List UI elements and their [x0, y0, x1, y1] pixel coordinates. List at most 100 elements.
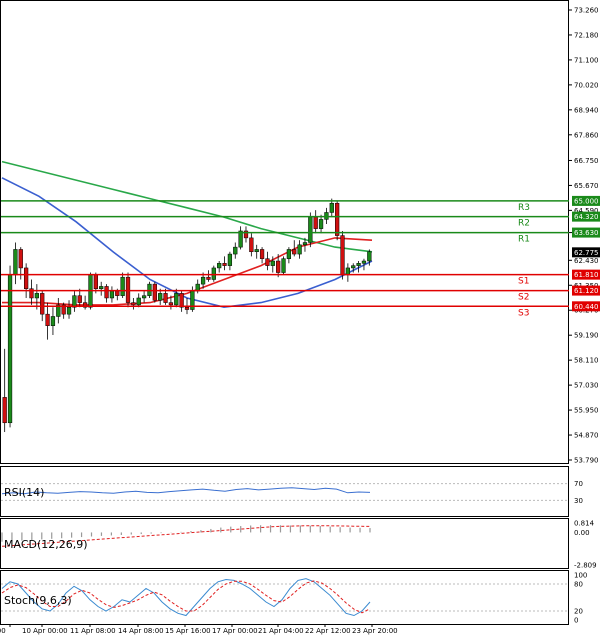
price-axis-label: 71.100 — [574, 56, 599, 64]
rsi-line — [1, 487, 371, 495]
bearish-candle — [40, 293, 45, 315]
bearish-candle — [265, 258, 270, 266]
bearish-candle — [18, 249, 23, 269]
bullish-candle — [367, 251, 372, 262]
bullish-candle — [217, 263, 222, 269]
bullish-candle — [318, 219, 324, 229]
time-axis-label: 11 Apr 08:00 — [70, 627, 116, 635]
bullish-candle — [141, 295, 147, 299]
bearish-candle — [313, 216, 318, 229]
time-axis-label: 22 Apr 12:00 — [305, 627, 351, 635]
bearish-candle — [61, 304, 66, 315]
stoch-panel-frame — [0, 570, 569, 625]
bullish-candle — [238, 230, 243, 248]
time-axis-label: 23 Apr 20:00 — [352, 627, 398, 635]
macd-label: MACD(12,26,9) — [4, 538, 88, 551]
bullish-candle — [356, 263, 361, 266]
level-price-label: 64.320 — [574, 213, 599, 221]
level-price-label: 65.000 — [574, 197, 599, 205]
level-name-r2: R2 — [518, 219, 530, 229]
stoch-axis-label: 100 — [574, 572, 587, 580]
bearish-candle — [184, 306, 190, 310]
bullish-candle — [281, 258, 286, 273]
bearish-candle — [340, 235, 345, 276]
price-axis-label: 72.180 — [574, 31, 599, 39]
level-price-tag — [572, 227, 600, 238]
bearish-candle — [77, 295, 82, 303]
bearish-candle — [152, 283, 157, 301]
price-axis-label: 54.870 — [574, 432, 599, 440]
bearish-candle — [168, 302, 174, 306]
price-axis-label: 66.750 — [574, 157, 599, 165]
level-price-label: 63.630 — [574, 229, 599, 237]
bearish-candle — [292, 249, 297, 255]
bearish-candle — [82, 302, 88, 308]
bullish-candle — [120, 276, 125, 296]
bullish-candle — [361, 260, 367, 264]
bearish-candle — [335, 202, 340, 236]
price-axis-label: 68.940 — [574, 106, 599, 114]
bearish-candle — [104, 286, 109, 299]
bullish-candle — [50, 316, 56, 326]
bullish-candle — [270, 260, 275, 266]
rsi-axis-label: 70 — [574, 480, 583, 488]
bullish-candle — [200, 276, 206, 285]
price-axis-label: 58.110 — [574, 357, 599, 365]
bullish-candle — [302, 242, 308, 246]
current-price-label: 62.775 — [574, 249, 599, 257]
level-name-r1: R1 — [518, 235, 530, 245]
time-axis-label: 17 Apr 00:00 — [212, 627, 258, 635]
time-axis-label: 6:00 — [0, 627, 6, 635]
price-axis-label: 67.860 — [574, 131, 599, 139]
bullish-candle — [109, 290, 115, 299]
bearish-candle — [179, 293, 184, 308]
bullish-candle — [99, 286, 104, 289]
stoch-axis-label: 0 — [574, 617, 578, 625]
bearish-candle — [243, 230, 249, 239]
macd-axis-label: 0.00 — [574, 529, 590, 537]
bullish-candle — [72, 295, 77, 308]
bullish-candle — [13, 249, 18, 276]
price-axis-label: 62.430 — [574, 257, 599, 265]
bearish-candle — [45, 313, 50, 326]
bullish-candle — [174, 293, 179, 306]
bearish-candle — [276, 260, 281, 273]
bullish-candle — [286, 249, 292, 259]
bullish-candle — [56, 304, 61, 317]
level-price-tag — [572, 285, 600, 296]
bullish-candle — [136, 297, 141, 306]
price-axis-label: 70.020 — [574, 81, 599, 89]
bullish-candle — [158, 293, 163, 301]
level-name-s2: S2 — [518, 293, 529, 303]
stoch-k-line — [1, 578, 371, 617]
bullish-candle — [7, 274, 13, 424]
level-name-s3: S3 — [518, 308, 529, 318]
bullish-candle — [351, 265, 356, 269]
level-price-label: 61.120 — [574, 287, 599, 295]
bearish-candle — [163, 293, 168, 303]
level-price-label: 61.810 — [574, 271, 599, 279]
price-axis-label: 65.670 — [574, 182, 599, 190]
macd-panel-frame — [0, 518, 569, 569]
bullish-candle — [66, 306, 72, 315]
price-axis-label: 59.190 — [574, 332, 599, 340]
level-price-tag — [572, 195, 600, 206]
bullish-candle — [227, 253, 233, 266]
stoch-d-line — [1, 580, 371, 614]
level-price-tag — [572, 269, 600, 280]
macd-signal-line — [1, 525, 371, 547]
bullish-candle — [308, 216, 313, 243]
bearish-candle — [249, 237, 254, 253]
bearish-candle — [24, 267, 29, 289]
bearish-candle — [206, 276, 211, 280]
bullish-candle — [233, 246, 238, 255]
level-name-s1: S1 — [518, 277, 529, 287]
rsi-label: RSI(14) — [4, 486, 44, 499]
rsi-panel-frame — [0, 466, 569, 517]
level-name-r3: R3 — [518, 203, 530, 213]
level-price-tag — [572, 301, 600, 312]
price-axis-label: 53.790 — [574, 457, 599, 465]
bearish-candle — [259, 249, 265, 259]
current-price-tag — [572, 247, 600, 258]
